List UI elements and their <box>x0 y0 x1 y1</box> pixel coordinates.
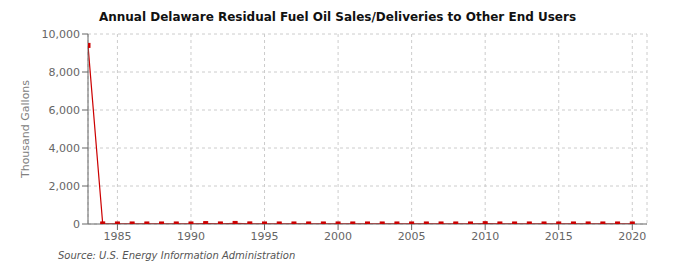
svg-text:8,000: 8,000 <box>49 66 81 79</box>
svg-text:6,000: 6,000 <box>49 104 81 117</box>
svg-text:1990: 1990 <box>177 230 205 243</box>
svg-text:2015: 2015 <box>545 230 573 243</box>
svg-text:4,000: 4,000 <box>49 142 81 155</box>
svg-text:2000: 2000 <box>324 230 352 243</box>
svg-text:2,000: 2,000 <box>49 180 81 193</box>
svg-text:10,000: 10,000 <box>42 28 81 41</box>
svg-text:1985: 1985 <box>103 230 131 243</box>
html-text:Source: U.S. Energy Informatio: Source: U.S. Energy Information Administ… <box>58 250 296 261</box>
svg-text:0: 0 <box>73 218 80 231</box>
svg-text:1995: 1995 <box>251 230 279 243</box>
svg-text:2010: 2010 <box>471 230 499 243</box>
svg-text:Thousand Gallons: Thousand Gallons <box>19 80 32 179</box>
svg-text:2005: 2005 <box>398 230 426 243</box>
html-text:Annual Delaware Residual Fuel: Annual Delaware Residual Fuel Oil Sales/… <box>98 10 577 24</box>
svg-text:2020: 2020 <box>618 230 646 243</box>
